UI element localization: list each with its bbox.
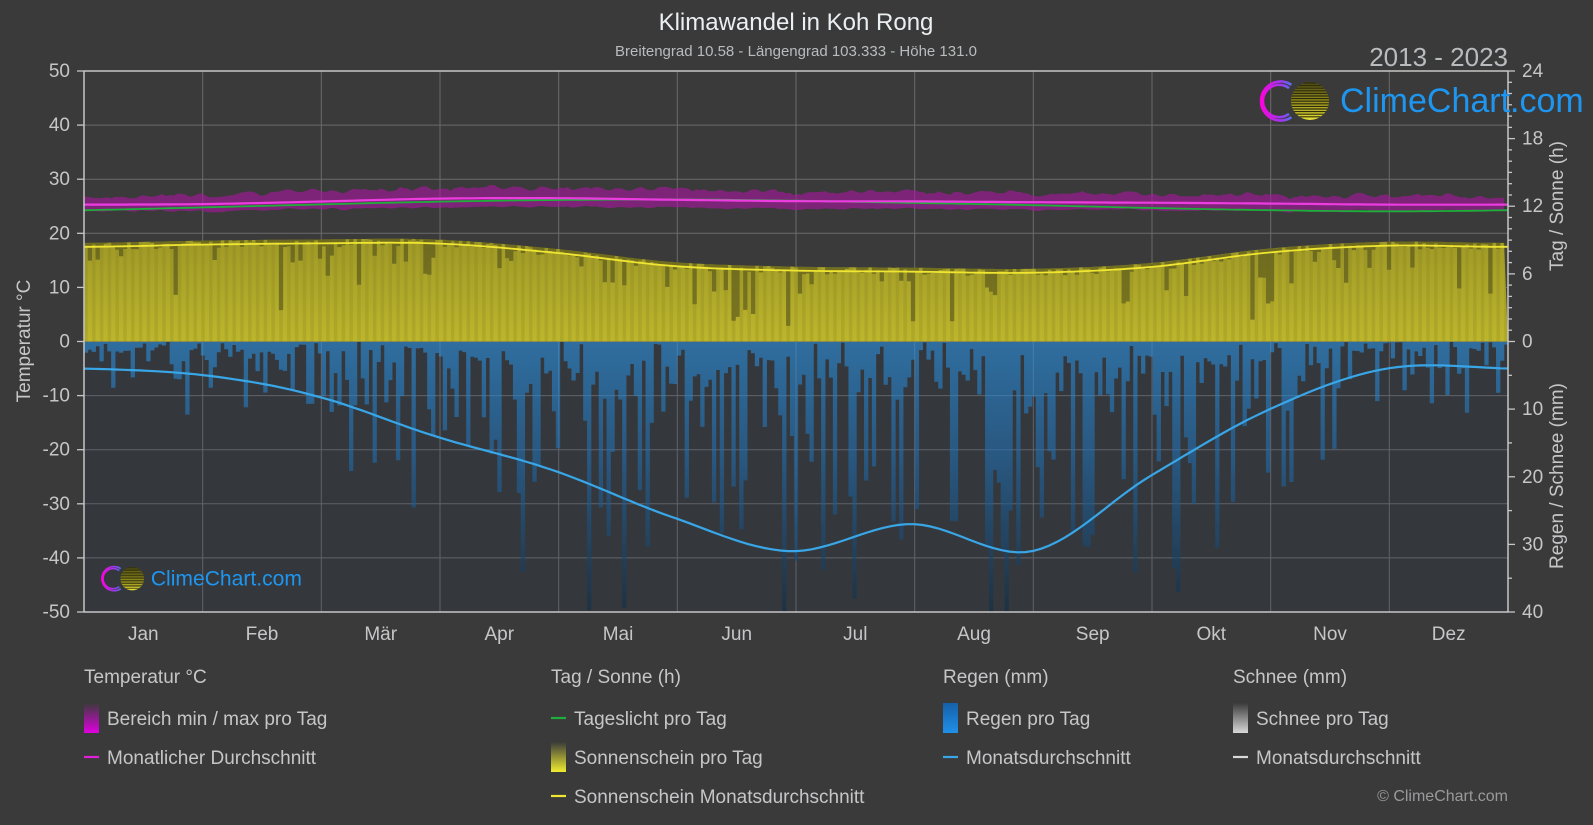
svg-text:Jan: Jan bbox=[128, 624, 159, 645]
svg-text:20: 20 bbox=[1522, 467, 1543, 488]
svg-text:Klimawandel in Koh Rong: Klimawandel in Koh Rong bbox=[659, 9, 934, 36]
svg-text:40: 40 bbox=[49, 115, 70, 136]
svg-text:Sep: Sep bbox=[1076, 624, 1110, 645]
svg-text:Bereich min / max pro Tag: Bereich min / max pro Tag bbox=[107, 709, 327, 730]
svg-text:ClimeChart.com: ClimeChart.com bbox=[1340, 82, 1584, 120]
svg-text:24: 24 bbox=[1522, 61, 1544, 82]
svg-text:-40: -40 bbox=[43, 548, 70, 569]
svg-text:Sonnenschein pro Tag: Sonnenschein pro Tag bbox=[574, 748, 763, 769]
svg-text:Tag / Sonne (h): Tag / Sonne (h) bbox=[551, 667, 681, 688]
svg-text:40: 40 bbox=[1522, 602, 1543, 623]
svg-text:Schnee pro Tag: Schnee pro Tag bbox=[1256, 709, 1389, 730]
svg-text:10: 10 bbox=[1522, 399, 1543, 420]
svg-text:© ClimeChart.com: © ClimeChart.com bbox=[1377, 788, 1508, 805]
svg-text:Temperatur °C: Temperatur °C bbox=[14, 280, 35, 403]
svg-text:30: 30 bbox=[49, 169, 70, 190]
svg-text:Breitengrad 10.58 - Längengrad: Breitengrad 10.58 - Längengrad 103.333 -… bbox=[615, 43, 977, 60]
svg-text:ClimeChart.com: ClimeChart.com bbox=[151, 567, 302, 590]
svg-text:12: 12 bbox=[1522, 196, 1543, 217]
svg-text:Aug: Aug bbox=[957, 624, 991, 645]
svg-text:-10: -10 bbox=[43, 386, 70, 407]
svg-text:Tageslicht pro Tag: Tageslicht pro Tag bbox=[574, 709, 727, 730]
svg-text:Monatsdurchschnitt: Monatsdurchschnitt bbox=[1256, 748, 1421, 769]
svg-text:Regen (mm): Regen (mm) bbox=[943, 667, 1049, 688]
svg-text:Monatsdurchschnitt: Monatsdurchschnitt bbox=[966, 748, 1131, 769]
svg-text:10: 10 bbox=[49, 277, 70, 298]
svg-text:6: 6 bbox=[1522, 264, 1533, 285]
svg-text:-50: -50 bbox=[43, 602, 70, 623]
svg-text:-30: -30 bbox=[43, 494, 70, 515]
svg-text:0: 0 bbox=[59, 332, 70, 353]
svg-text:Mär: Mär bbox=[364, 624, 397, 645]
svg-text:18: 18 bbox=[1522, 129, 1543, 150]
svg-text:-20: -20 bbox=[43, 440, 70, 461]
svg-text:Jun: Jun bbox=[721, 624, 752, 645]
svg-text:Tag / Sonne (h): Tag / Sonne (h) bbox=[1547, 141, 1568, 271]
svg-text:Sonnenschein Monatsdurchschnit: Sonnenschein Monatsdurchschnitt bbox=[574, 787, 865, 808]
svg-text:50: 50 bbox=[49, 61, 70, 82]
svg-text:Dez: Dez bbox=[1432, 624, 1466, 645]
svg-text:Nov: Nov bbox=[1313, 624, 1347, 645]
svg-text:Feb: Feb bbox=[246, 624, 279, 645]
svg-text:Jul: Jul bbox=[843, 624, 867, 645]
svg-text:Monatlicher Durchschnitt: Monatlicher Durchschnitt bbox=[107, 748, 317, 769]
svg-text:20: 20 bbox=[49, 223, 70, 244]
svg-text:Temperatur °C: Temperatur °C bbox=[84, 667, 207, 688]
svg-text:Okt: Okt bbox=[1197, 624, 1227, 645]
svg-text:0: 0 bbox=[1522, 332, 1533, 353]
svg-text:Mai: Mai bbox=[603, 624, 634, 645]
svg-text:Regen pro Tag: Regen pro Tag bbox=[966, 709, 1090, 730]
svg-text:Schnee (mm): Schnee (mm) bbox=[1233, 667, 1347, 688]
svg-text:Regen / Schnee (mm): Regen / Schnee (mm) bbox=[1547, 383, 1568, 569]
svg-text:2013 - 2023: 2013 - 2023 bbox=[1369, 42, 1508, 72]
svg-text:30: 30 bbox=[1522, 534, 1543, 555]
svg-text:Apr: Apr bbox=[485, 624, 515, 645]
